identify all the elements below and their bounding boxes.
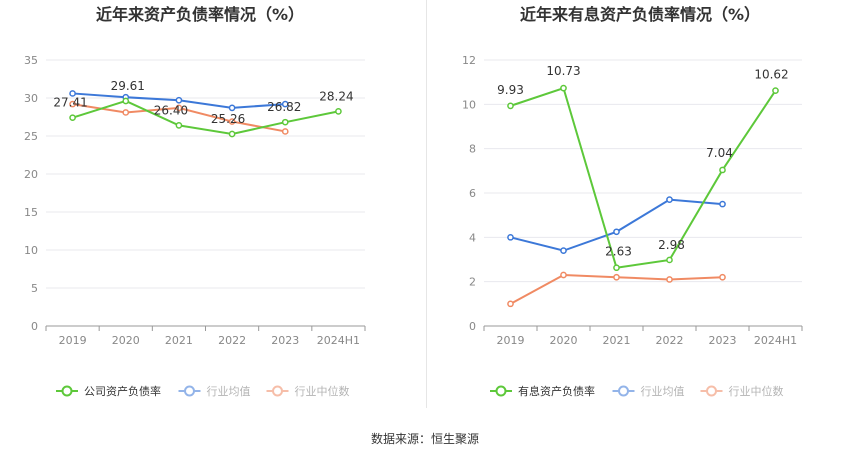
- data-point-company: [175, 122, 183, 129]
- x-tick-label: 2023: [709, 334, 737, 347]
- x-tick-label: 2022: [218, 334, 246, 347]
- data-point-industry_avg: [69, 90, 76, 97]
- legend-item: 有息资产负债率: [490, 384, 595, 398]
- x-tick-label: 2024H1: [317, 334, 360, 347]
- data-label: 26.40: [154, 103, 188, 117]
- data-label: 27.41: [53, 96, 87, 110]
- y-tick-label: 12: [462, 54, 476, 67]
- data-label: 7.04: [706, 146, 733, 160]
- legend-label: 公司资产负债率: [84, 384, 161, 398]
- legend-item: 行业均值: [178, 385, 251, 398]
- data-label: 10.62: [754, 68, 788, 82]
- data-label: 29.61: [111, 79, 145, 93]
- data-point-industry_median: [719, 273, 726, 281]
- legend-marker-icon: [706, 385, 717, 397]
- data-label: 26.82: [267, 100, 301, 114]
- data-point-industry_avg: [507, 233, 514, 241]
- data-point-industry_median: [122, 109, 130, 116]
- y-tick-label: 0: [31, 320, 38, 333]
- x-tick-label: 2022: [656, 334, 684, 347]
- data-point-company: [613, 264, 620, 272]
- data-point-industry_median: [281, 128, 289, 135]
- data-point-company: [666, 256, 673, 264]
- data-point-company: [719, 166, 726, 174]
- x-tick-label: 2021: [603, 334, 631, 347]
- data-point-industry_avg: [560, 247, 567, 254]
- y-tick-label: 8: [469, 143, 476, 156]
- x-tick-label: 2020: [112, 334, 140, 347]
- data-point-company: [69, 114, 76, 122]
- legend-marker-icon: [618, 385, 629, 397]
- chart-title: 近年来资产负债率情况（%）: [96, 5, 304, 24]
- legend-marker-icon: [61, 385, 73, 397]
- y-tick-label: 10: [462, 98, 476, 111]
- legend-item: 行业中位数: [700, 384, 784, 398]
- data-point-company: [335, 108, 342, 115]
- legend-marker-icon: [184, 385, 195, 397]
- y-tick-label: 30: [24, 92, 38, 105]
- y-tick-label: 15: [24, 206, 38, 219]
- legend-marker-icon: [272, 385, 283, 397]
- series-line-company: [72, 99, 339, 136]
- x-tick-label: 2019: [497, 334, 525, 347]
- data-point-company: [772, 87, 779, 94]
- data-source-label: 数据来源：恒生聚源: [370, 432, 479, 446]
- data-label: 9.93: [497, 83, 524, 97]
- x-tick-label: 2021: [165, 334, 193, 347]
- data-label: 10.73: [546, 64, 580, 78]
- data-point-industry_median: [507, 300, 514, 308]
- data-label: 28.24: [319, 89, 353, 103]
- x-tick-label: 2019: [59, 334, 87, 347]
- legend-item: 行业中位数: [266, 384, 350, 398]
- data-point-industry_avg: [719, 200, 726, 208]
- data-point-company: [228, 130, 236, 138]
- x-tick-label: 2024H1: [754, 334, 797, 347]
- y-tick-label: 10: [24, 244, 38, 257]
- y-tick-label: 25: [24, 130, 38, 143]
- y-tick-label: 4: [469, 231, 476, 244]
- data-point-industry_avg: [613, 228, 620, 236]
- data-point-industry_median: [175, 104, 183, 112]
- interest-debt-ratio-chart: 近年来有息资产负债率情况（%） 0 2 4 6 8 10 12 2019 2020 2021 2022…: [462, 5, 803, 398]
- chart-title: 近年来有息资产负债率情况（%）: [520, 5, 760, 24]
- data-point-industry_avg: [666, 196, 673, 203]
- x-tick-label: 2020: [550, 334, 578, 347]
- legend-item: 公司资产负债率: [56, 384, 161, 398]
- legend-item: 行业均值: [612, 385, 685, 398]
- legend-label: 行业中位数: [729, 384, 784, 398]
- data-point-industry_median: [69, 100, 76, 108]
- legend-label: 有息资产负债率: [518, 384, 595, 398]
- data-point-industry_avg: [175, 96, 183, 104]
- y-tick-label: 20: [24, 168, 38, 181]
- debt-ratio-chart: 近年来资产负债率情况（%） 0 5 10 15 20 25 30 35 2019 2020 2021 2…: [24, 5, 366, 398]
- y-tick-label: 6: [469, 187, 476, 200]
- x-tick-label: 2023: [271, 334, 299, 347]
- y-tick-label: 5: [31, 282, 38, 295]
- legend-marker-icon: [495, 385, 507, 397]
- data-point-company: [507, 102, 514, 110]
- y-tick-label: 0: [469, 320, 476, 333]
- data-point-industry_avg: [281, 100, 289, 108]
- data-point-industry_median: [228, 118, 236, 125]
- data-label: 2.63: [605, 245, 632, 259]
- data-point-company: [122, 97, 130, 105]
- panel-divider: [426, 0, 427, 408]
- legend-label: 行业中位数: [295, 384, 350, 398]
- data-point-company: [281, 118, 289, 126]
- data-point-industry_avg: [228, 104, 236, 112]
- data-point-industry_median: [666, 276, 673, 283]
- legend-label: 行业均值: [641, 385, 685, 398]
- data-point-company: [560, 84, 567, 92]
- legend-label: 行业均值: [207, 385, 251, 398]
- y-tick-label: 35: [24, 54, 38, 67]
- series-line-company: [510, 86, 777, 269]
- data-label: 2.98: [658, 238, 685, 252]
- data-point-industry_median: [560, 271, 567, 279]
- y-tick-label: 2: [469, 276, 476, 289]
- data-label: 25.26: [211, 112, 245, 126]
- data-point-industry_median: [613, 273, 620, 281]
